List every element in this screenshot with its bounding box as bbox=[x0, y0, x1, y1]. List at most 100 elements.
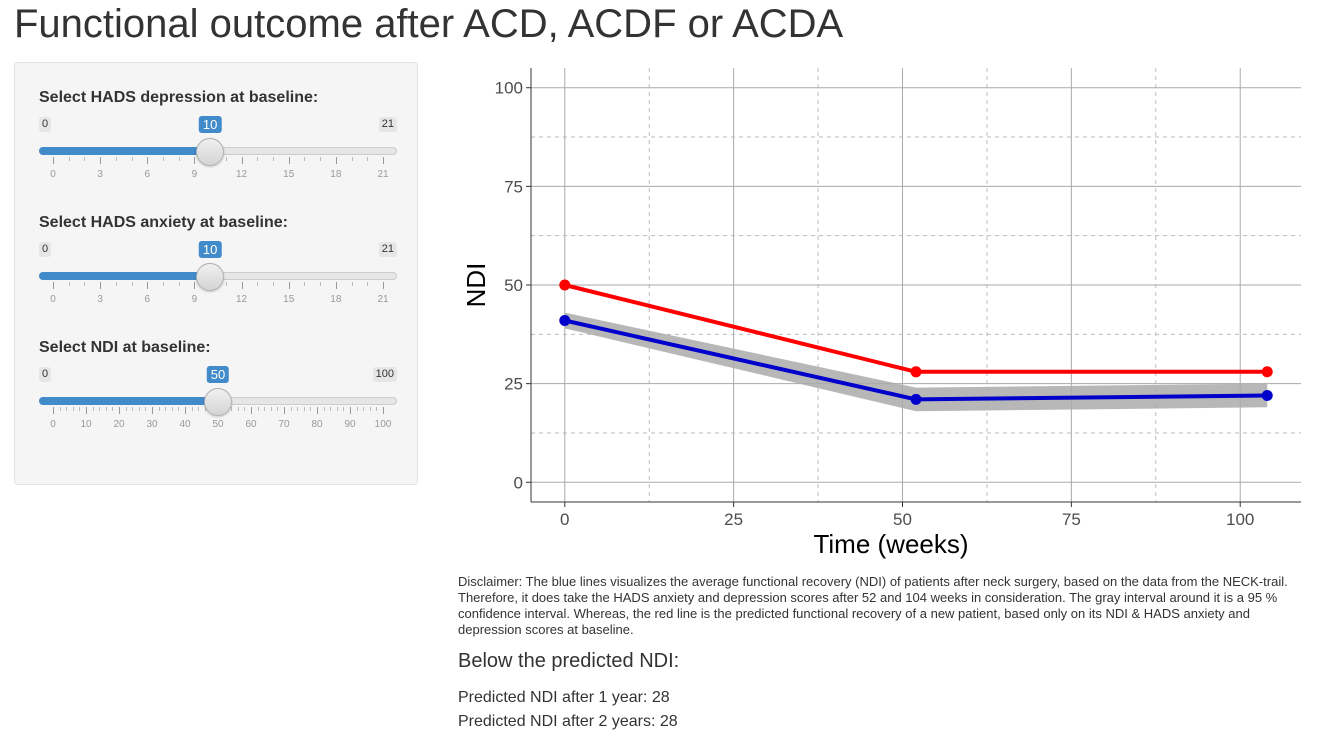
page-title: Functional outcome after ACD, ACDF or AC… bbox=[14, 2, 844, 46]
slider-tick-label: 6 bbox=[144, 169, 151, 180]
slider-minor-tick bbox=[178, 407, 180, 411]
slider-minor-tick bbox=[165, 407, 167, 411]
ndi-slider[interactable]: Select NDI at baseline: 0 100 50 0 10 20 30 40 50… bbox=[39, 339, 397, 449]
slider-tick bbox=[383, 157, 384, 164]
slider-fill bbox=[39, 147, 211, 155]
slider-tick bbox=[119, 407, 120, 414]
y-tick-label: 100 bbox=[495, 79, 523, 98]
data-point bbox=[1261, 389, 1273, 401]
slider-tick-label: 9 bbox=[191, 294, 198, 305]
slider-max-label: 21 bbox=[378, 242, 397, 257]
slider-tick-label: 18 bbox=[330, 294, 342, 305]
slider-label: Select HADS depression at baseline: bbox=[39, 89, 319, 106]
slider-handle[interactable] bbox=[196, 138, 225, 166]
series-line bbox=[564, 283, 1268, 374]
ndi-chart-svg: 0 25 50 75 100 0 25 50 75 100 Time (weeks) NDI bbox=[461, 68, 1301, 559]
slider-minor-tick bbox=[231, 407, 233, 411]
slider-minor-tick bbox=[125, 407, 127, 411]
slider-tick-label: 12 bbox=[236, 294, 248, 305]
slider-tick bbox=[317, 407, 318, 414]
slider-minor-tick bbox=[244, 407, 246, 411]
slider-minor-tick bbox=[257, 407, 259, 411]
slider-tick bbox=[152, 407, 153, 414]
slider-max-label: 100 bbox=[372, 367, 397, 382]
predicted-heading: Below the predicted NDI: bbox=[458, 650, 680, 672]
slider-minor-tick bbox=[66, 407, 68, 411]
slider-handle[interactable] bbox=[196, 263, 225, 291]
slider-fill bbox=[39, 272, 211, 280]
slider-tick bbox=[288, 282, 290, 289]
slider-minor-tick bbox=[92, 407, 94, 411]
y-tick-label: 0 bbox=[514, 473, 523, 492]
slider-minor-tick bbox=[277, 407, 279, 411]
slider-tick-label: 90 bbox=[344, 419, 356, 430]
slider-minor-tick bbox=[138, 407, 140, 411]
slider-label: Select NDI at baseline: bbox=[39, 339, 211, 356]
slider-tick bbox=[53, 282, 54, 289]
slider-tick-label: 12 bbox=[236, 169, 248, 180]
predicted-year1: Predicted NDI after 1 year: 28 bbox=[458, 689, 670, 706]
slider-min-label: 0 bbox=[39, 117, 52, 132]
slider-tick bbox=[147, 157, 149, 164]
slider-minor-tick bbox=[115, 157, 117, 161]
data-point bbox=[1261, 366, 1273, 378]
slider-tick-label: 3 bbox=[97, 294, 103, 305]
slider-tick bbox=[383, 282, 384, 289]
slider-tick-label: 50 bbox=[212, 419, 224, 430]
data-point bbox=[559, 279, 571, 291]
slider-minor-tick bbox=[376, 407, 378, 411]
slider-tick-label: 10 bbox=[80, 419, 92, 430]
slider-tick-label: 0 bbox=[50, 169, 56, 180]
slider-tick-label: 70 bbox=[278, 419, 290, 430]
slider-minor-tick bbox=[105, 407, 107, 411]
x-tick-label: 25 bbox=[724, 510, 743, 529]
ndi-chart: 0 25 50 75 100 0 25 50 75 100 Time (weeks) NDI bbox=[455, 62, 1315, 567]
slider-minor-tick bbox=[297, 407, 299, 411]
data-point bbox=[910, 366, 922, 378]
slider-tick bbox=[241, 157, 243, 164]
slider-minor-tick bbox=[112, 407, 114, 411]
slider-minor-tick bbox=[273, 282, 274, 286]
slider-handle[interactable] bbox=[204, 388, 232, 416]
slider-minor-tick bbox=[323, 407, 325, 411]
slider-minor-tick bbox=[68, 282, 70, 286]
slider-minor-tick bbox=[257, 282, 259, 286]
slider-minor-tick bbox=[336, 407, 338, 411]
slider-tick bbox=[335, 282, 337, 289]
slider-minor-tick bbox=[351, 157, 353, 161]
hads-depression-slider[interactable]: Select HADS depression at baseline: 0 21 10… bbox=[39, 89, 397, 199]
slider-tick bbox=[284, 407, 285, 414]
slider-tick bbox=[147, 282, 149, 289]
slider-minor-tick bbox=[115, 282, 117, 286]
slider-tick bbox=[100, 157, 102, 164]
slider-tick bbox=[100, 282, 102, 289]
slider-tick bbox=[185, 407, 186, 414]
sidebar-panel: Select HADS depression at baseline: 0 21 10… bbox=[14, 62, 418, 485]
slider-minor-tick bbox=[132, 407, 134, 411]
slider-tick bbox=[350, 407, 351, 414]
slider-minor-tick bbox=[304, 282, 306, 286]
y-tick-label: 50 bbox=[504, 276, 523, 295]
slider-tick-label: 30 bbox=[146, 419, 158, 430]
y-axis-title: NDI bbox=[461, 263, 491, 308]
slider-tick-label: 0 bbox=[50, 419, 56, 430]
slider-tick bbox=[241, 282, 243, 289]
slider-minor-tick bbox=[320, 157, 322, 161]
slider-tick bbox=[86, 407, 87, 414]
slider-minor-tick bbox=[225, 282, 227, 286]
slider-tick bbox=[335, 157, 337, 164]
slider-min-label: 0 bbox=[39, 242, 52, 257]
slider-tick bbox=[288, 157, 290, 164]
slider-min-label: 0 bbox=[39, 367, 52, 382]
slider-minor-tick bbox=[131, 157, 133, 161]
slider-tick-label: 9 bbox=[191, 169, 198, 180]
slider-minor-tick bbox=[79, 407, 81, 411]
slider-minor-tick bbox=[198, 407, 200, 411]
slider-tick bbox=[53, 407, 54, 414]
hads-anxiety-slider[interactable]: Select HADS anxiety at baseline: 0 21 10 0 3 6… bbox=[39, 214, 397, 324]
slider-minor-tick bbox=[304, 157, 306, 161]
slider-minor-tick bbox=[343, 407, 345, 411]
slider-tick-label: 15 bbox=[283, 169, 295, 180]
slider-minor-tick bbox=[59, 407, 61, 411]
slider-minor-tick bbox=[363, 407, 365, 411]
